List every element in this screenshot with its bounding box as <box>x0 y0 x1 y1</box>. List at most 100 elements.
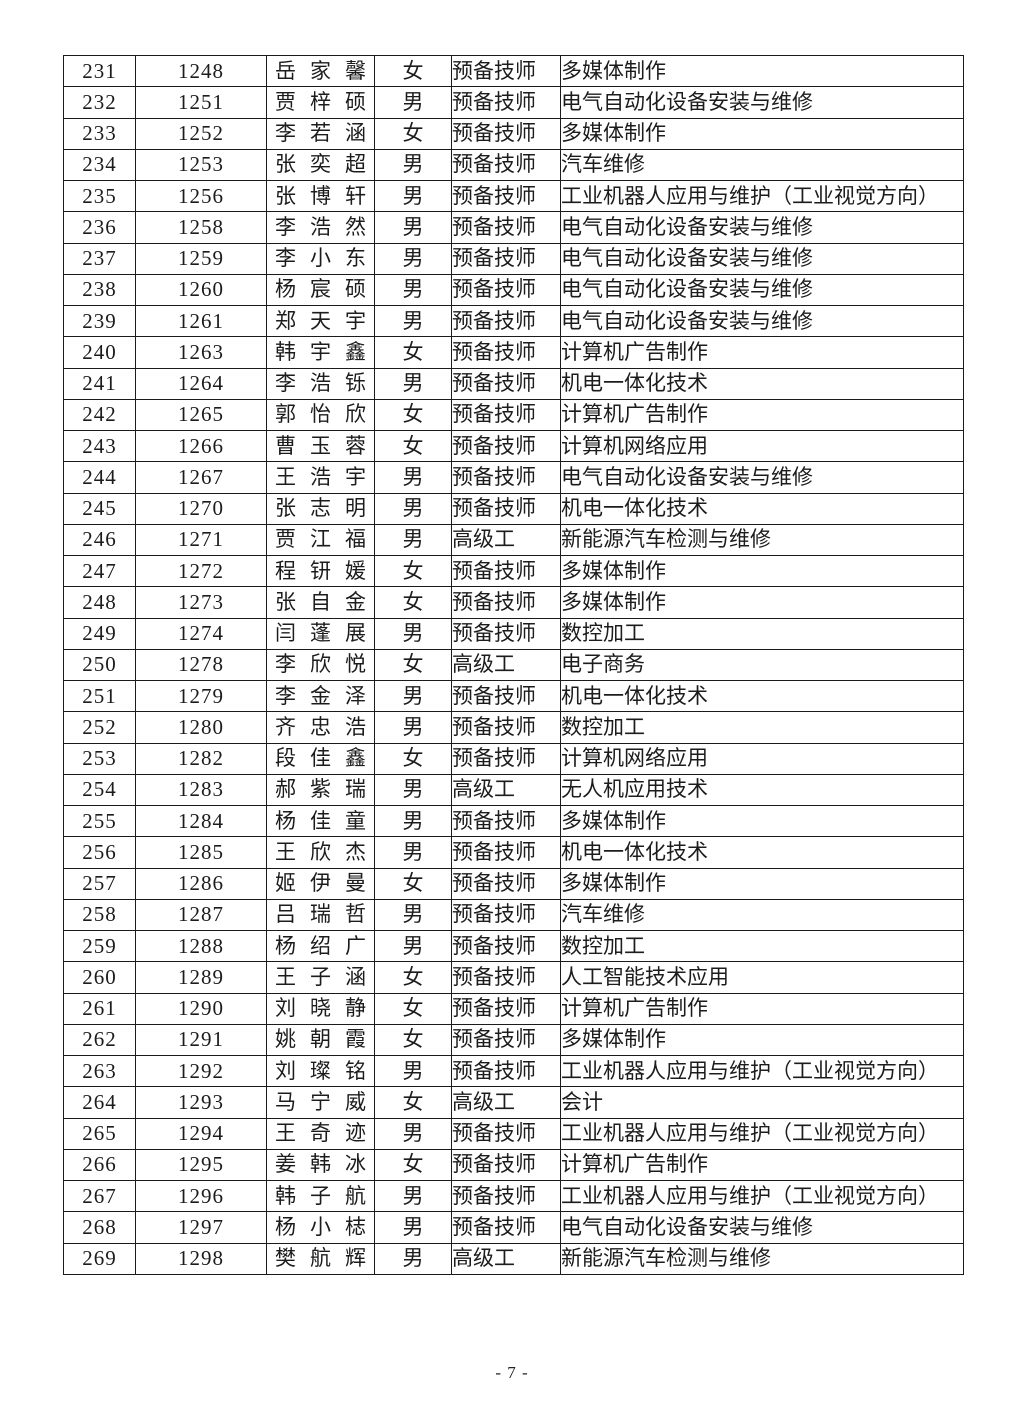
major-cell: 计算机广告制作 <box>560 992 964 1025</box>
seq-cell: 255 <box>63 804 136 838</box>
major-cell: 工业机器人应用与维护（工业视觉方向） <box>560 179 964 213</box>
code-cell: 1291 <box>135 1023 267 1057</box>
table-row: 265 1294 王奇迹男预备技师 工业机器人应用与维护（工业视觉方向） <box>63 1117 964 1150</box>
level-cell: 预备技师 <box>451 429 561 463</box>
major-cell: 机电一体化技术 <box>560 367 964 400</box>
student-name: 郑天宇 <box>275 308 366 333</box>
table-row: 253 1282 段佳鑫女预备技师 计算机网络应用 <box>63 742 964 775</box>
gender-cell: 女 <box>374 429 452 463</box>
student-name: 齐忠浩 <box>275 714 366 739</box>
seq-cell: 247 <box>63 554 136 588</box>
level-cell: 预备技师 <box>451 398 561 432</box>
table-row: 234 1253 张奕超男预备技师 汽车维修 <box>63 148 964 182</box>
seq-cell: 242 <box>63 398 136 432</box>
level-cell: 预备技师 <box>451 86 561 119</box>
seq-cell: 252 <box>63 711 136 744</box>
code-cell: 1264 <box>135 367 267 400</box>
level-cell: 预备技师 <box>451 492 561 525</box>
level-cell: 预备技师 <box>451 961 561 994</box>
table-row: 266 1295 姜韩冰女预备技师 计算机广告制作 <box>63 1148 964 1182</box>
code-cell: 1288 <box>135 929 267 963</box>
code-cell: 1282 <box>135 742 267 775</box>
table-row: 243 1266 曹玉蓉女预备技师 计算机网络应用 <box>63 429 964 463</box>
seq-cell: 253 <box>63 742 136 775</box>
code-cell: 1278 <box>135 648 267 682</box>
seq-cell: 263 <box>63 1054 136 1088</box>
code-cell: 1285 <box>135 836 267 869</box>
seq-cell: 243 <box>63 429 136 463</box>
major-cell: 计算机广告制作 <box>560 1148 964 1182</box>
student-name: 段佳鑫 <box>275 746 366 771</box>
name-cell: 张博轩 <box>266 179 375 213</box>
level-cell: 预备技师 <box>451 304 561 338</box>
student-name: 马宁威 <box>275 1089 366 1114</box>
student-name: 姚朝霞 <box>275 1027 366 1052</box>
major-cell: 数控加工 <box>560 711 964 744</box>
gender-cell: 男 <box>374 773 452 807</box>
seq-cell: 248 <box>63 586 136 619</box>
code-cell: 1253 <box>135 148 267 182</box>
code-cell: 1287 <box>135 898 267 932</box>
gender-cell: 女 <box>374 992 452 1025</box>
code-cell: 1258 <box>135 211 267 244</box>
level-cell: 预备技师 <box>451 804 561 838</box>
code-cell: 1279 <box>135 679 267 713</box>
table-row: 244 1267 王浩宇男预备技师 电气自动化设备安装与维修 <box>63 461 964 494</box>
name-cell: 郝紫瑞 <box>266 773 375 807</box>
gender-cell: 男 <box>374 1117 452 1150</box>
table-row: 233 1252 李若涵女预备技师 多媒体制作 <box>63 117 964 150</box>
student-name: 杨小梽 <box>275 1214 366 1239</box>
code-cell: 1274 <box>135 617 267 650</box>
name-cell: 姚朝霞 <box>266 1023 375 1057</box>
gender-cell: 男 <box>374 211 452 244</box>
student-name: 王浩宇 <box>275 464 366 489</box>
seq-cell: 235 <box>63 179 136 213</box>
major-cell: 机电一体化技术 <box>560 492 964 525</box>
seq-cell: 259 <box>63 929 136 963</box>
seq-cell: 249 <box>63 617 136 650</box>
table-row: 231 1248 岳家馨女预备技师 多媒体制作 <box>63 54 964 88</box>
seq-cell: 265 <box>63 1117 136 1150</box>
code-cell: 1286 <box>135 867 267 900</box>
seq-cell: 240 <box>63 336 136 369</box>
seq-cell: 266 <box>63 1148 136 1182</box>
student-name: 张自金 <box>275 589 366 614</box>
table-row: 263 1292 刘璨铭男预备技师 工业机器人应用与维护（工业视觉方向） <box>63 1054 964 1088</box>
major-cell: 计算机网络应用 <box>560 742 964 775</box>
student-name: 张奕超 <box>275 152 366 177</box>
seq-cell: 245 <box>63 492 136 525</box>
name-cell: 吕瑞哲 <box>266 898 375 932</box>
table-row: 235 1256 张博轩男预备技师 工业机器人应用与维护（工业视觉方向） <box>63 179 964 213</box>
gender-cell: 男 <box>374 617 452 650</box>
student-name: 郝紫瑞 <box>275 777 366 802</box>
major-cell: 工业机器人应用与维护（工业视觉方向） <box>560 1117 964 1150</box>
student-name: 李小东 <box>275 246 366 271</box>
table-row: 251 1279 李金泽男预备技师 机电一体化技术 <box>63 679 964 713</box>
name-cell: 姬伊曼 <box>266 867 375 900</box>
level-cell: 预备技师 <box>451 1179 561 1213</box>
name-cell: 李欣悦 <box>266 648 375 682</box>
major-cell: 多媒体制作 <box>560 1023 964 1057</box>
table-row: 238 1260 杨宸硕男预备技师 电气自动化设备安装与维修 <box>63 273 964 307</box>
student-name: 贾梓硕 <box>275 89 366 114</box>
table-row: 264 1293 马宁威女高级工 会计 <box>63 1086 964 1119</box>
major-cell: 电气自动化设备安装与维修 <box>560 1211 964 1244</box>
gender-cell: 女 <box>374 867 452 900</box>
level-cell: 预备技师 <box>451 1211 561 1244</box>
name-cell: 郑天宇 <box>266 304 375 338</box>
gender-cell: 男 <box>374 679 452 713</box>
name-cell: 姜韩冰 <box>266 1148 375 1182</box>
name-cell: 杨小梽 <box>266 1211 375 1244</box>
gender-cell: 男 <box>374 492 452 525</box>
major-cell: 电气自动化设备安装与维修 <box>560 86 964 119</box>
seq-cell: 234 <box>63 148 136 182</box>
name-cell: 刘晓静 <box>266 992 375 1025</box>
seq-cell: 232 <box>63 86 136 119</box>
major-cell: 电子商务 <box>560 648 964 682</box>
table-row: 261 1290 刘晓静女预备技师 计算机广告制作 <box>63 992 964 1025</box>
level-cell: 预备技师 <box>451 742 561 775</box>
seq-cell: 264 <box>63 1086 136 1119</box>
seq-cell: 246 <box>63 523 136 557</box>
level-cell: 预备技师 <box>451 336 561 369</box>
